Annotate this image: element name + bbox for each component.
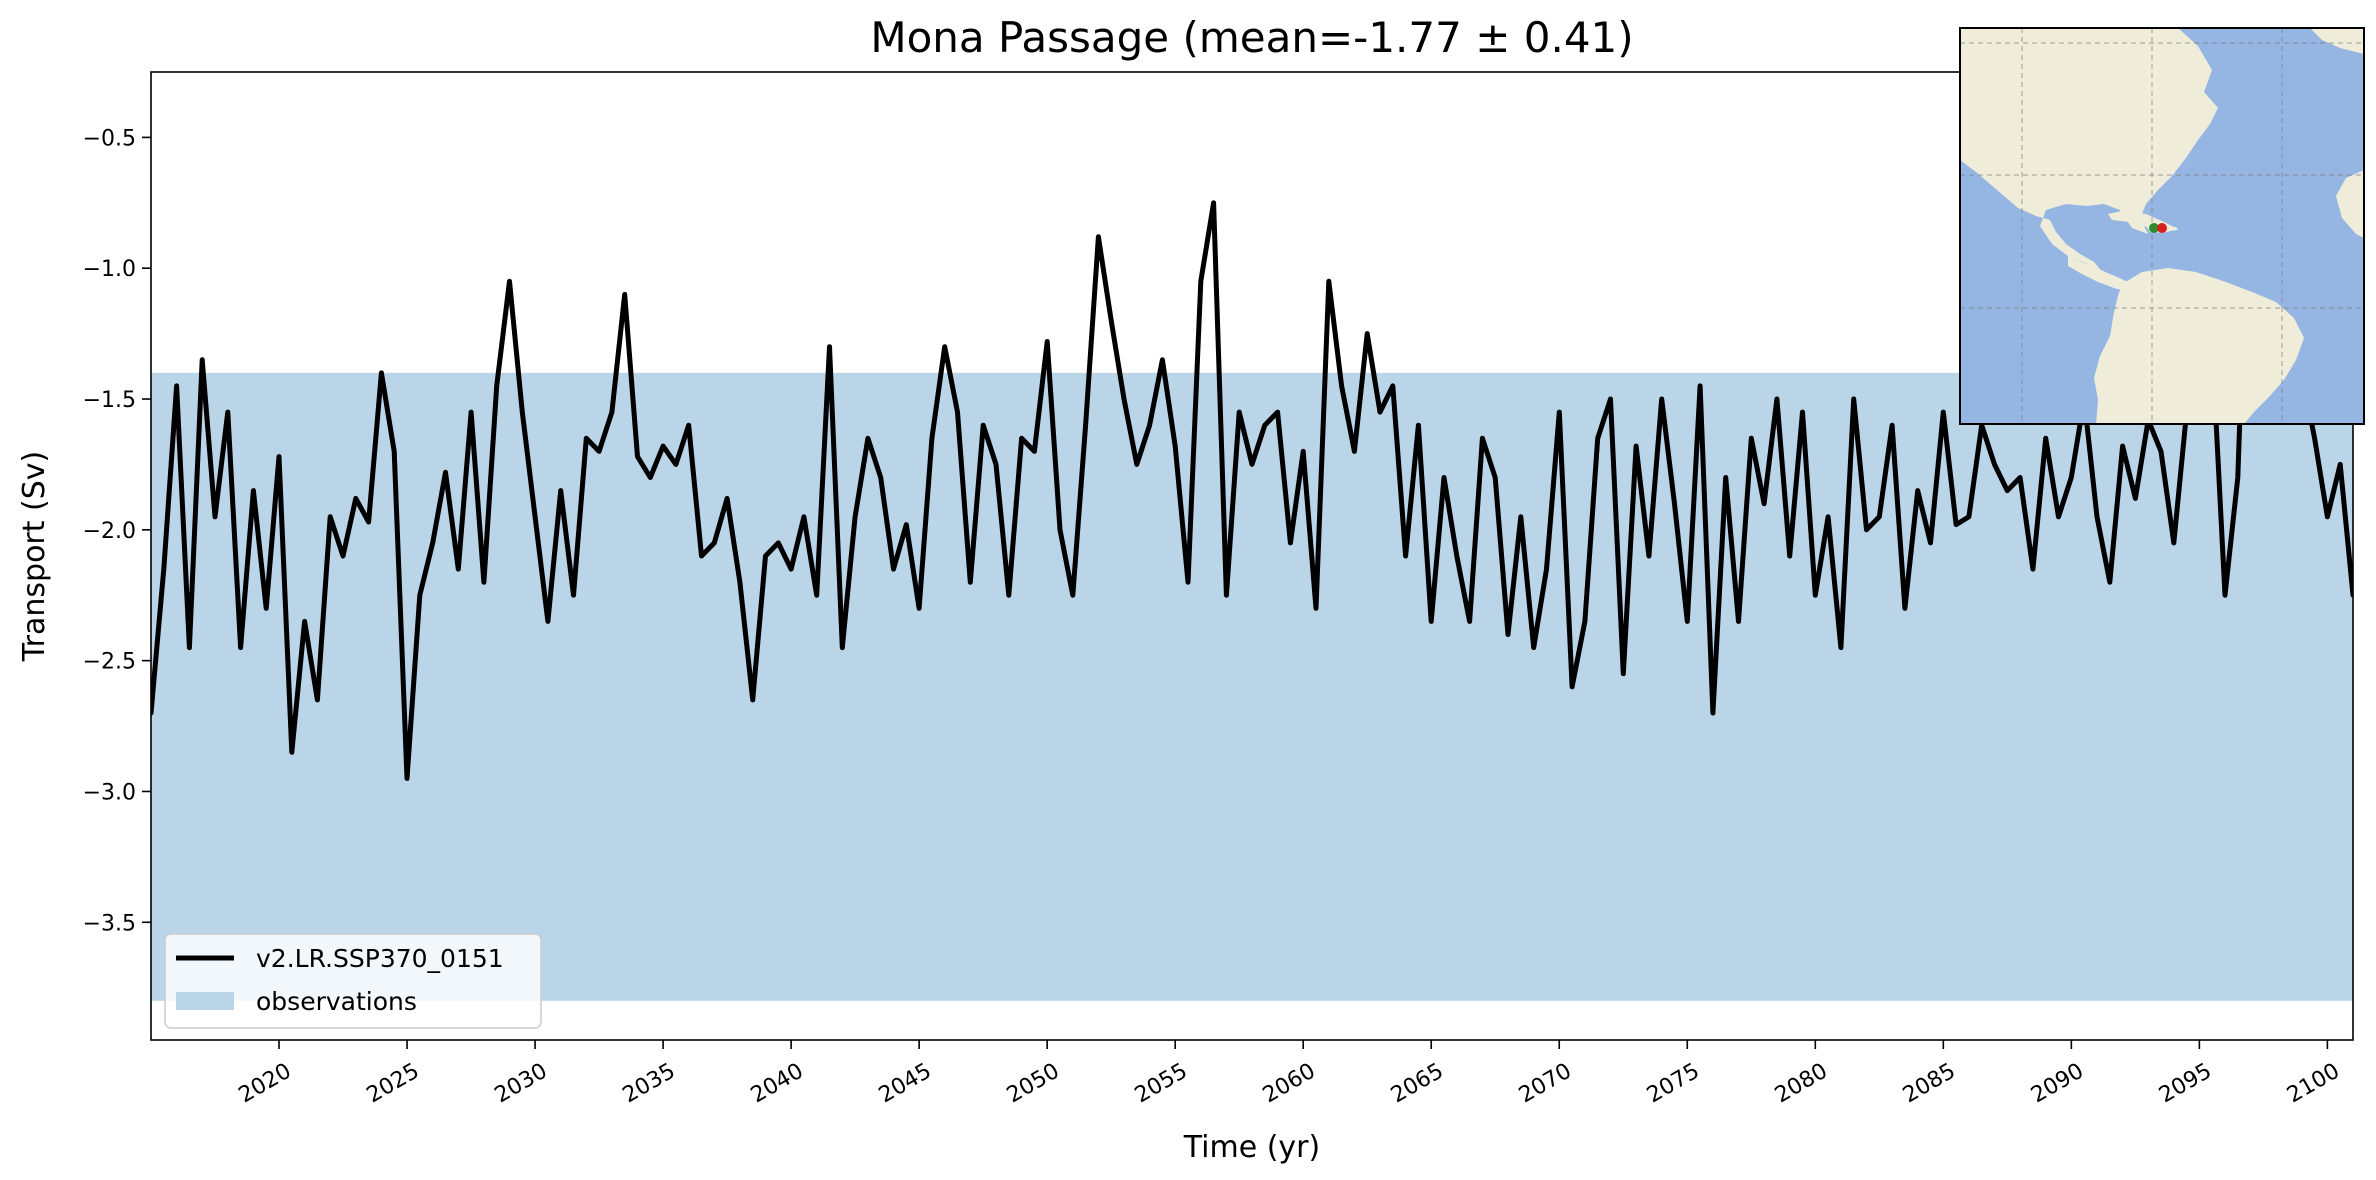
legend: v2.LR.SSP370_0151 observations [164,933,542,1029]
x-tick-label: 2045 [875,1059,936,1109]
x-tick-label: 2040 [747,1059,808,1109]
x-tick-label: 2020 [235,1059,296,1109]
inset-map [1959,27,2365,425]
y-tick-label: −0.5 [83,126,136,151]
y-ticks: −3.5 −3.0 −2.5 −2.0 −1.5 −1.0 −0.5 [83,126,151,936]
x-tick-label: 2085 [1899,1059,1960,1109]
observations-band [151,372,2353,1001]
y-tick-label: −1.0 [83,257,136,282]
y-tick-label: −2.5 [83,650,136,675]
x-tick-label: 2050 [1003,1059,1064,1109]
series-line [151,108,2353,781]
x-tick-label: 2080 [1771,1059,1832,1109]
x-tick-label: 2025 [363,1059,424,1109]
y-tick-label: −2.0 [83,519,136,544]
x-tick-label: 2095 [2155,1059,2216,1109]
x-tick-label: 2060 [1259,1059,1320,1109]
map-frame [1959,27,2365,425]
y-tick-label: −1.5 [83,388,136,413]
legend-box [164,933,542,1029]
map-marker-red [2157,223,2167,233]
y-axis-label: Transport (Sv) [17,451,52,663]
x-tick-label: 2070 [1515,1059,1576,1109]
legend-label-observations: observations [256,987,417,1016]
map-land-puerto-rico [2168,227,2178,231]
x-tick-label: 2065 [1387,1059,1448,1109]
x-tick-label: 2055 [1131,1059,1192,1109]
x-tick-label: 2090 [2027,1059,2088,1109]
map-land-south-america [2094,268,2304,424]
map-land-greenland-tip [2310,28,2364,54]
x-tick-label: 2035 [619,1059,680,1109]
map-land-north-america [1960,28,2218,274]
chart-title: Mona Passage (mean=-1.77 ± 0.41) [870,13,1633,62]
x-axis-label: Time (yr) [1183,1130,1320,1165]
y-tick-label: −3.5 [83,911,136,936]
legend-label-series: v2.LR.SSP370_0151 [256,944,504,973]
map-land-central-america [2068,256,2134,292]
plot-frame [150,71,2354,1041]
x-tick-label: 2075 [1643,1059,1704,1109]
map-marker-green [2149,223,2159,233]
x-tick-label: 2100 [2283,1059,2344,1109]
x-tick-label: 2030 [491,1059,552,1109]
legend-swatch-band [176,992,234,1010]
map-land-africa-edge [2336,170,2364,238]
y-tick-label: −3.0 [83,780,136,805]
x-ticks: 2020 2025 2030 2035 2040 2045 2050 2055 2060 2065… [235,1040,2344,1108]
